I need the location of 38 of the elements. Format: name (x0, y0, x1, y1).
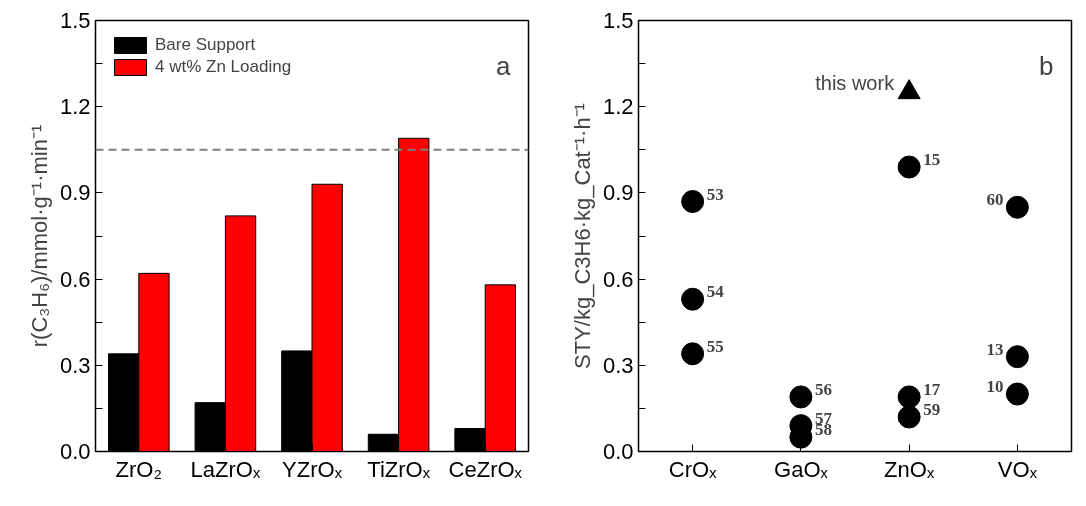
y-tick-label: 1.2 (59, 94, 91, 120)
y-tick-label: 1.5 (602, 8, 634, 33)
x-tick-label: TiZrOₓ (367, 456, 431, 482)
legend-label: Bare Support (155, 35, 256, 55)
y-tick-label: 0.0 (602, 439, 634, 464)
y-axis-title: STY/kg_C3H6·kg_Cat⁻¹·h⁻¹ (569, 103, 595, 369)
y-tick-label: 0.6 (59, 266, 91, 292)
annotation: 60 (986, 190, 1004, 210)
y-tick-label: 1.2 (602, 94, 634, 120)
legend-label: 4 wt% Zn Loading (155, 57, 292, 77)
annotation: 53 (706, 184, 724, 204)
y-tick-label: 1.5 (59, 8, 91, 33)
y-axis-title: r(C₃H₆)/mmol·g⁻¹·min⁻¹ (26, 124, 52, 348)
y-tick-label: 0.9 (59, 180, 91, 206)
x-tick-label: LaZrOₓ (190, 456, 261, 482)
y-tick-label: 0.3 (59, 352, 91, 378)
y-tick-label: 0.3 (602, 352, 634, 378)
annotation: 59 (923, 400, 941, 420)
annotation: 10 (986, 377, 1004, 397)
y-tick-label: 0.0 (59, 439, 91, 464)
annotation: 55 (706, 336, 724, 356)
x-tick-label: GaOₓ (774, 456, 829, 482)
annotation: b (1039, 50, 1054, 81)
x-tick-label: YZrOₓ (282, 456, 343, 482)
y-tick-label: 0.9 (602, 180, 634, 206)
x-tick-label: VOₓ (997, 456, 1038, 482)
x-tick-label: CeZrOₓ (448, 456, 523, 482)
x-tick-label: CrOₓ (668, 456, 718, 482)
series-label: this work (815, 72, 896, 95)
annotation: 17 (923, 379, 941, 399)
x-tick-label: ZnOₓ (884, 456, 935, 482)
x-tick-label: ZrO₂ (115, 456, 163, 482)
y-tick-label: 0.6 (602, 266, 634, 292)
annotation: 56 (814, 379, 832, 399)
annotation: a (496, 50, 512, 81)
annotation: 54 (706, 282, 725, 302)
annotation: 13 (986, 339, 1004, 359)
annotation: 15 (923, 150, 941, 170)
